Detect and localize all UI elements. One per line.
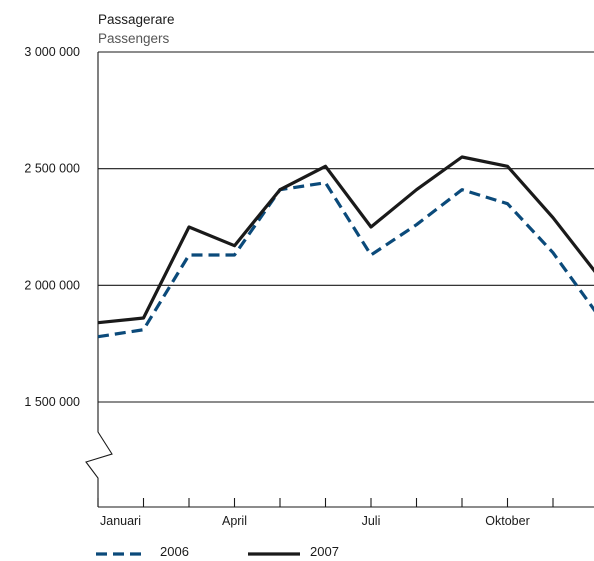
- x-tick-label: Januari: [100, 514, 141, 528]
- y-tick-label: 2 000 000: [24, 278, 80, 292]
- y-axis-line-with-break: [85, 52, 113, 507]
- gridlines: [98, 51, 594, 403]
- x-tick-label: April: [222, 514, 247, 528]
- y-tick-label: 1 500 000: [24, 395, 80, 409]
- series-line-2007: [97, 155, 594, 325]
- x-tick-label: Oktober: [485, 514, 529, 528]
- legend-label-2006: 2006: [160, 544, 189, 559]
- y-axis-subtitle: Passengers: [98, 31, 170, 46]
- legend: 2006 2007: [96, 544, 339, 559]
- x-tick-label: Juli: [362, 514, 381, 528]
- y-tick-label: 2 500 000: [24, 162, 80, 176]
- y-axis-title: Passagerare: [98, 12, 175, 27]
- series-line-2006: [97, 181, 594, 339]
- legend-label-2007: 2007: [310, 544, 339, 559]
- x-axis: Januari April Juli Oktober: [85, 52, 594, 528]
- series-lines: [97, 155, 594, 339]
- y-tick-label: 3 000 000: [24, 45, 80, 59]
- y-axis-ticks: 3 000 000 2 500 000 2 000 000 1 500 000: [24, 45, 80, 409]
